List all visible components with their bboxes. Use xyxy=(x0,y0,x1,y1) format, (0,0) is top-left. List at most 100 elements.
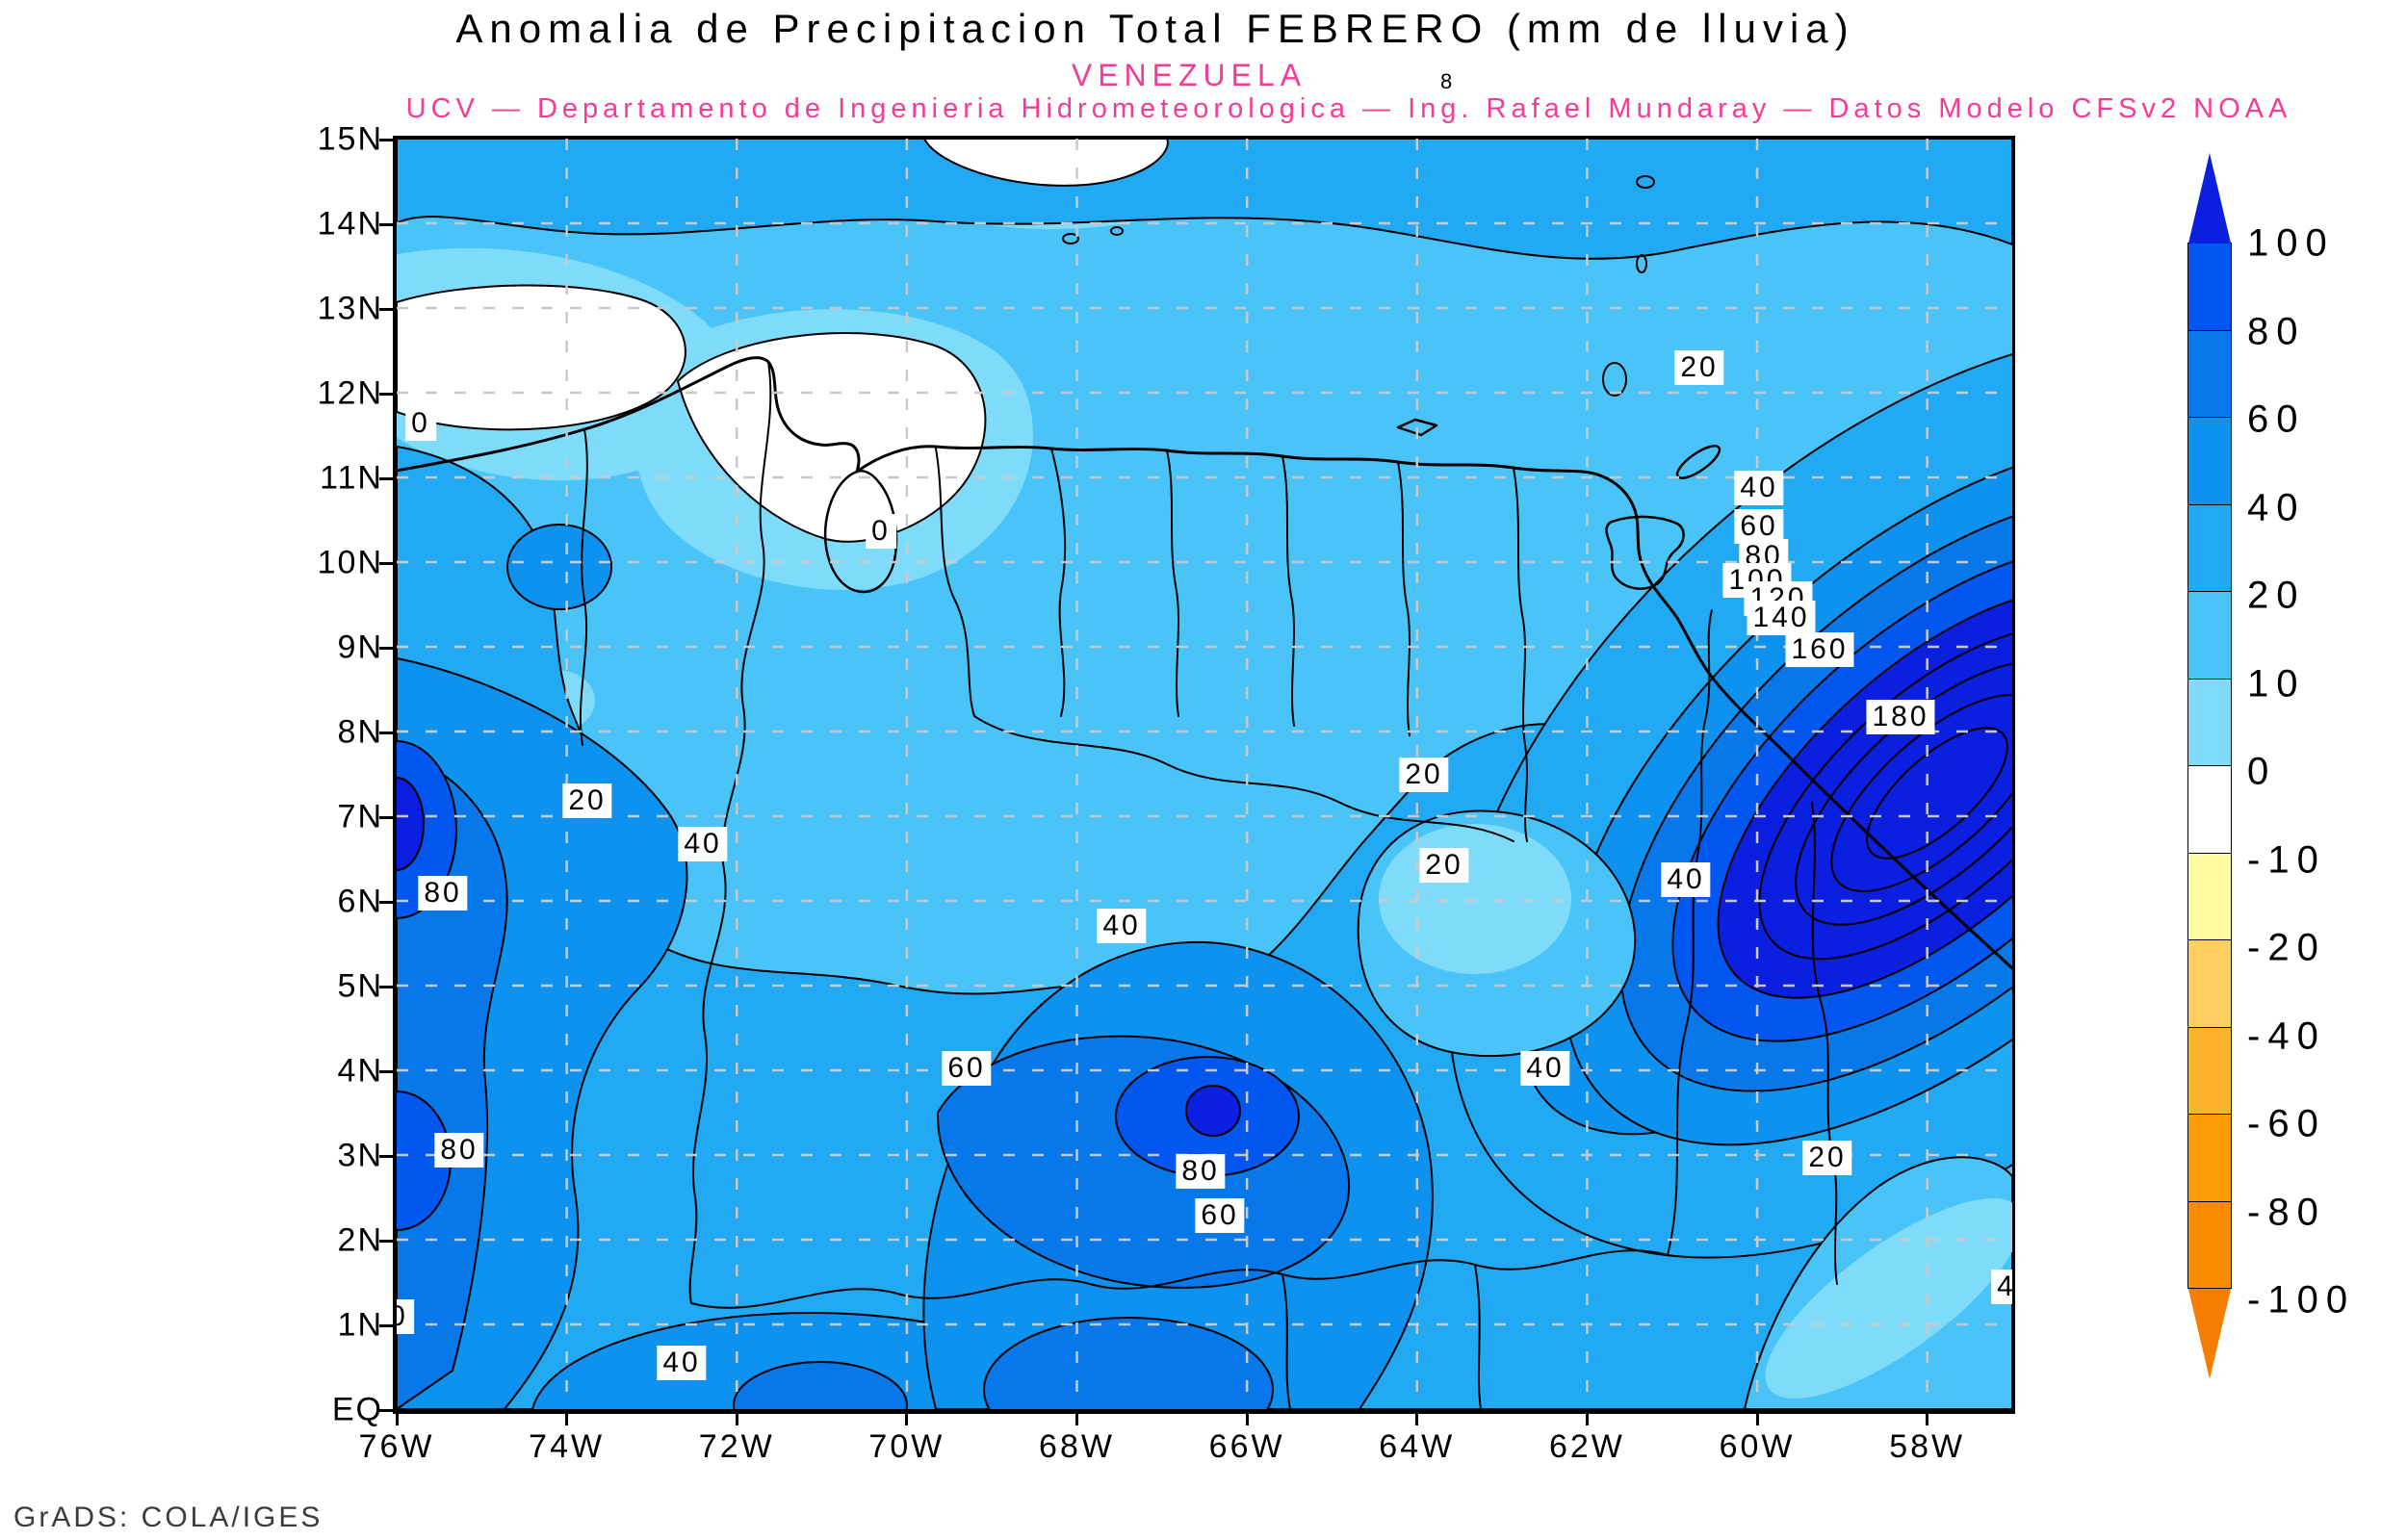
contour-label: 20 xyxy=(1802,1141,1852,1175)
x-axis-label: 64W xyxy=(1379,1428,1456,1465)
colorbar-segment xyxy=(2187,852,2232,940)
x-axis-tick xyxy=(1755,1410,1759,1425)
colorbar-label: 10 xyxy=(2247,662,2306,705)
y-axis-label: 2N xyxy=(337,1221,383,1259)
contour-label: 160 xyxy=(1785,632,1854,667)
x-axis-label: 58W xyxy=(1889,1428,1966,1465)
colorbar-label: 100 xyxy=(2247,221,2335,265)
colorbar-segment xyxy=(2187,329,2232,418)
colorbar-segment xyxy=(2187,1114,2232,1202)
contour-label: 0 xyxy=(397,1299,414,1334)
y-axis-tick xyxy=(379,1239,393,1243)
trinidad xyxy=(1605,515,1685,590)
colorbar-label: 80 xyxy=(2247,310,2306,352)
y-axis-label: 10N xyxy=(317,544,383,581)
small-island-2 xyxy=(1636,175,1655,189)
x-axis-label: 70W xyxy=(868,1428,945,1465)
contour-label: 40 xyxy=(1661,862,1711,897)
x-axis-tick xyxy=(735,1410,738,1425)
colorbar-arrow-bottom xyxy=(2187,1289,2232,1379)
y-axis-label: 1N xyxy=(337,1306,383,1344)
y-axis-tick xyxy=(379,1408,393,1412)
colorbar-segment xyxy=(2187,243,2232,331)
y-axis-tick xyxy=(379,985,393,988)
y-axis-label: 5N xyxy=(337,967,383,1005)
x-axis-label: 68W xyxy=(1039,1428,1115,1465)
y-axis-tick xyxy=(379,392,393,396)
y-axis-tick xyxy=(379,561,393,565)
contour-label: 20 xyxy=(1419,848,1469,883)
se-light-streak xyxy=(1743,1156,2012,1409)
y-axis-tick xyxy=(379,646,393,650)
small-island-1 xyxy=(1636,254,1647,273)
y-axis-label: 11N xyxy=(320,459,383,497)
x-axis-label: 76W xyxy=(358,1428,435,1465)
colorbar-label: 60 xyxy=(2247,398,2306,441)
y-axis-tick xyxy=(379,900,393,904)
y-axis-tick xyxy=(379,731,393,734)
y-axis-label: 9N xyxy=(337,629,383,666)
grenada xyxy=(1602,362,1627,397)
y-axis-tick xyxy=(379,222,393,226)
x-axis-label: 60W xyxy=(1719,1428,1796,1465)
contour-label: 4 xyxy=(1991,1270,2012,1304)
contour-label: 60 xyxy=(1734,509,1784,544)
colorbar-label: 0 xyxy=(2247,750,2277,793)
y-axis-tick xyxy=(379,1154,393,1158)
y-axis-tick xyxy=(379,1069,393,1073)
map-plot-area: 0 0 20 40 60 80 100 120 140 160 180 20 40 80 20 20 40 40 6… xyxy=(393,136,2015,1414)
colorbar-label: -80 xyxy=(2247,1191,2326,1233)
colorbar-segment xyxy=(2187,765,2232,854)
region-subtitle: VENEZUELA xyxy=(1071,58,1307,92)
colorbar-segment xyxy=(2187,417,2232,505)
y-axis-label: 14N xyxy=(317,205,383,243)
y-axis-tick xyxy=(379,138,393,141)
lake-maracaibo xyxy=(823,470,898,594)
contour-label: 80 xyxy=(418,876,468,911)
band-20-40-north-strip xyxy=(397,139,2012,260)
x-axis-tick xyxy=(1926,1410,1929,1425)
colorbar-label: -10 xyxy=(2247,838,2326,881)
credit-line: UCV — Departamento de Ingenieria Hidrome… xyxy=(405,93,2292,124)
grads-credit: GrADS: COLA/IGES xyxy=(13,1502,324,1533)
y-axis-label: 15N xyxy=(317,120,383,158)
contour-label: 80 xyxy=(1176,1154,1226,1189)
zero-anomaly-white-areas xyxy=(397,139,1169,543)
x-axis-label: 66W xyxy=(1208,1428,1285,1465)
y-axis-label: 3N xyxy=(337,1137,383,1174)
stray-glyph: 8 xyxy=(1440,69,1453,93)
colorbar-segment xyxy=(2187,678,2232,766)
colorbar-label: 20 xyxy=(2247,574,2306,617)
colorbar-segment xyxy=(2187,503,2232,592)
colorbar-label: -100 xyxy=(2247,1278,2356,1322)
contour-label: 80 xyxy=(434,1133,484,1168)
colorbar-segment xyxy=(2187,591,2232,680)
contour-label: 40 xyxy=(1520,1051,1570,1086)
colorbar xyxy=(2187,153,2232,1379)
colorbar-segment xyxy=(2187,939,2232,1028)
y-axis-label: 4N xyxy=(337,1052,383,1090)
contour-label: 60 xyxy=(1195,1198,1245,1233)
contour-label: 180 xyxy=(1866,700,1935,734)
colorbar-segment xyxy=(2187,1200,2232,1289)
x-axis-tick xyxy=(1245,1410,1249,1425)
y-axis-tick xyxy=(379,1323,393,1327)
x-axis-label: 74W xyxy=(529,1428,606,1465)
x-axis-tick xyxy=(565,1410,569,1425)
abc-island-1 xyxy=(1062,233,1079,244)
y-axis-label: 12N xyxy=(317,374,383,412)
x-axis-label: 72W xyxy=(698,1428,775,1465)
contour-label: 40 xyxy=(657,1346,707,1380)
x-axis-tick xyxy=(395,1410,399,1425)
contour-label: 40 xyxy=(1097,909,1147,943)
x-axis-tick xyxy=(1585,1410,1589,1425)
y-axis-tick xyxy=(379,307,393,311)
colorbar-arrow-top xyxy=(2187,153,2232,244)
contour-label: 40 xyxy=(1734,471,1784,505)
contour-label: 40 xyxy=(678,827,728,861)
ne-maximum-rings xyxy=(1448,327,2012,1259)
graticule xyxy=(397,139,2012,1409)
x-axis-tick xyxy=(1075,1410,1079,1425)
y-axis-label: 8N xyxy=(337,713,383,751)
